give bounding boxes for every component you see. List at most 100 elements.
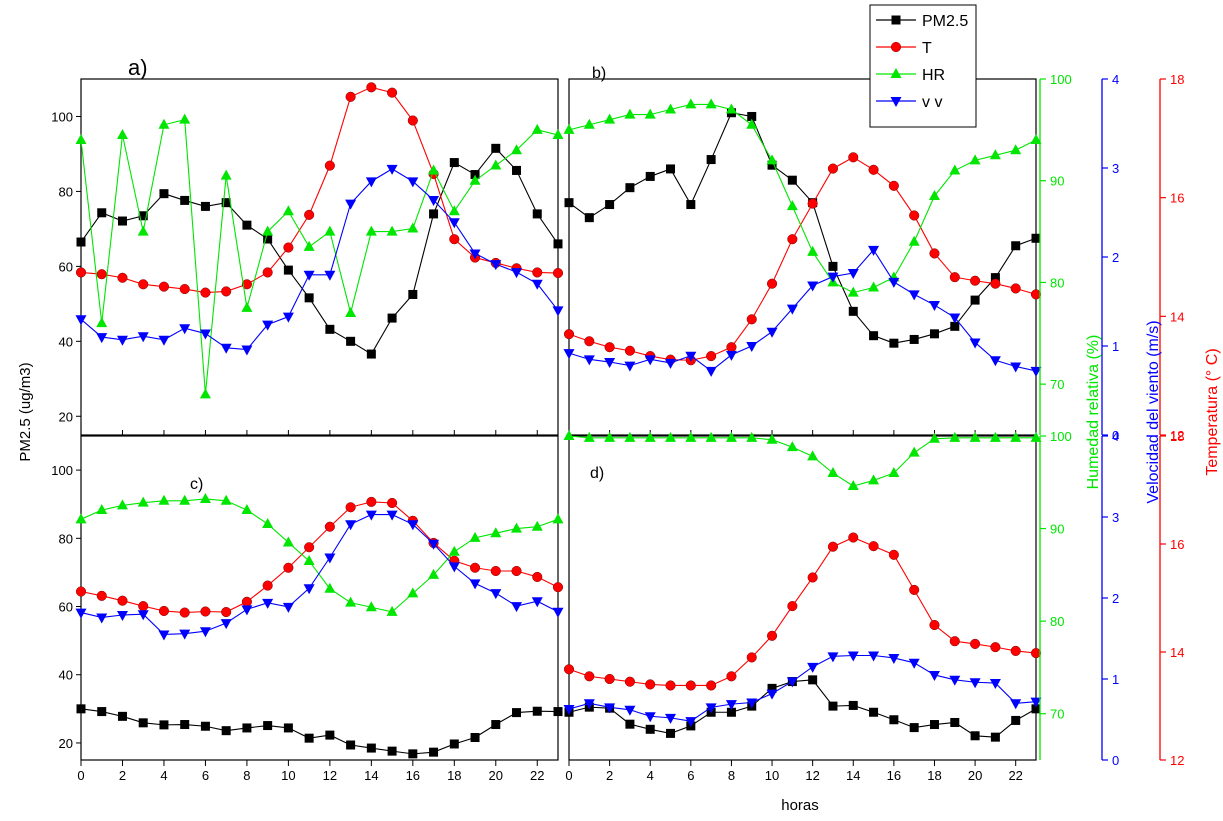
data-point bbox=[949, 675, 961, 686]
t-axis-bottom: 12 14 16 18 bbox=[1159, 429, 1184, 768]
data-point bbox=[303, 554, 315, 565]
data-point bbox=[807, 450, 819, 461]
data-point bbox=[220, 169, 232, 180]
series-hr bbox=[563, 98, 1042, 297]
data-point bbox=[1011, 715, 1021, 725]
series-hr bbox=[75, 113, 564, 399]
data-point bbox=[1030, 289, 1042, 300]
x-tick-label: 2 bbox=[606, 768, 613, 783]
panel-label: c) bbox=[190, 476, 203, 493]
data-point bbox=[786, 677, 798, 688]
data-point bbox=[645, 679, 656, 690]
data-point bbox=[179, 607, 190, 618]
data-point bbox=[76, 704, 86, 714]
legend-marker bbox=[890, 68, 902, 78]
axis-tick-label: 4 bbox=[1112, 429, 1119, 444]
data-point bbox=[706, 351, 717, 362]
data-point bbox=[324, 521, 335, 532]
data-point bbox=[827, 272, 839, 283]
series-vv bbox=[563, 651, 1042, 728]
data-point bbox=[929, 248, 940, 259]
data-point bbox=[428, 539, 440, 550]
data-point bbox=[511, 268, 523, 279]
data-point bbox=[138, 211, 148, 221]
data-point bbox=[303, 240, 315, 251]
data-point bbox=[282, 602, 294, 613]
data-point bbox=[221, 286, 232, 297]
series-vv bbox=[75, 164, 564, 356]
data-point bbox=[1030, 697, 1042, 708]
data-point bbox=[158, 630, 170, 641]
x-tick-label: 16 bbox=[887, 768, 901, 783]
axis-tick-label: 3 bbox=[1112, 161, 1119, 176]
x-tick-label: 10 bbox=[765, 768, 779, 783]
data-point bbox=[428, 568, 440, 579]
data-point bbox=[469, 249, 481, 260]
data-point bbox=[563, 329, 575, 340]
legend-label: v v bbox=[922, 94, 942, 111]
data-point bbox=[448, 545, 460, 556]
data-point bbox=[345, 91, 356, 102]
data-point bbox=[262, 517, 274, 528]
data-point bbox=[1010, 283, 1021, 294]
data-point bbox=[725, 350, 737, 361]
data-point bbox=[1031, 233, 1041, 243]
data-point bbox=[604, 358, 616, 369]
axis-tick-label: 1 bbox=[1112, 339, 1119, 354]
data-point bbox=[304, 542, 315, 553]
data-point bbox=[366, 743, 376, 753]
x-tick-label: 18 bbox=[927, 768, 941, 783]
data-point bbox=[325, 730, 335, 740]
data-point bbox=[888, 467, 900, 478]
axis-tick-label: 12 bbox=[1170, 753, 1184, 768]
series-line bbox=[568, 679, 1037, 738]
data-point bbox=[387, 87, 398, 98]
series-line bbox=[568, 103, 1037, 294]
data-point bbox=[324, 553, 336, 564]
data-point bbox=[827, 163, 839, 174]
data-point bbox=[746, 314, 757, 325]
x-tick-label: 4 bbox=[647, 768, 654, 783]
data-point bbox=[365, 225, 377, 236]
legend-entry-t: T bbox=[876, 40, 932, 57]
panel-frame bbox=[568, 78, 1037, 436]
data-point bbox=[490, 565, 501, 577]
data-point bbox=[746, 342, 758, 352]
data-point bbox=[909, 584, 920, 595]
data-point bbox=[345, 199, 357, 210]
x-tick-label: 18 bbox=[447, 768, 461, 783]
data-point bbox=[990, 273, 1000, 283]
data-point bbox=[263, 721, 273, 731]
data-point bbox=[969, 338, 981, 349]
data-point bbox=[787, 234, 798, 245]
data-point bbox=[970, 638, 981, 649]
data-point bbox=[116, 499, 128, 510]
data-point bbox=[848, 532, 859, 543]
data-point bbox=[449, 234, 460, 245]
data-point bbox=[199, 627, 211, 638]
axis-tick-label: 4 bbox=[1112, 72, 1119, 87]
data-point bbox=[726, 707, 736, 717]
data-point bbox=[847, 651, 859, 662]
series-vv bbox=[75, 510, 564, 641]
data-point bbox=[808, 675, 818, 685]
data-point bbox=[705, 366, 717, 377]
data-point bbox=[1030, 366, 1042, 377]
data-point bbox=[644, 431, 656, 442]
series-pm25 bbox=[564, 675, 1041, 742]
axis-tick-label: 18 bbox=[1170, 72, 1184, 87]
data-point bbox=[583, 118, 595, 129]
data-point bbox=[96, 590, 107, 601]
data-point bbox=[888, 549, 899, 560]
panel-4: 0 2 4 6 8 10 12 14 16 18 20 22 d) bbox=[563, 430, 1042, 783]
data-point bbox=[117, 711, 127, 721]
x-tick-label: 14 bbox=[846, 768, 860, 783]
data-point bbox=[407, 115, 418, 126]
data-point bbox=[624, 676, 635, 687]
data-point bbox=[725, 431, 737, 442]
data-point bbox=[990, 278, 1001, 289]
data-point bbox=[1010, 431, 1022, 442]
data-point bbox=[665, 431, 677, 442]
data-point bbox=[180, 720, 190, 730]
